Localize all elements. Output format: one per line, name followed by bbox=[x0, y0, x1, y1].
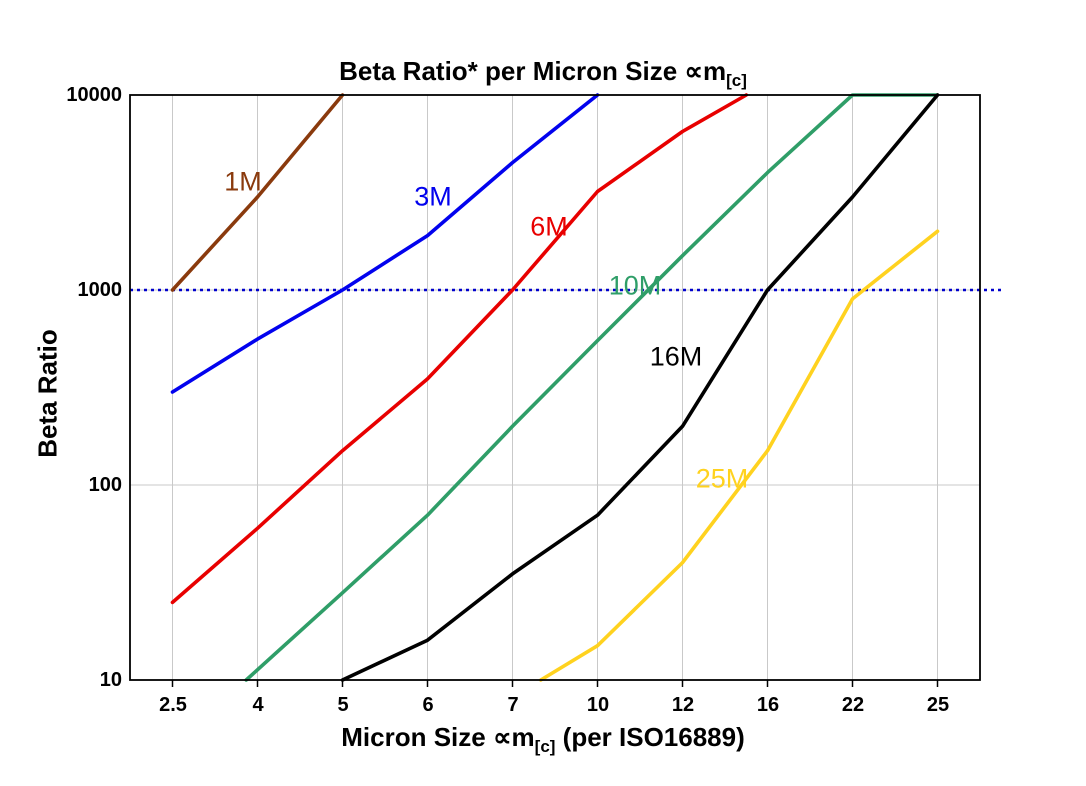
x-tick-label: 2.5 bbox=[159, 694, 187, 716]
x-tick-label: 22 bbox=[841, 694, 865, 716]
series-label-10m: 10M bbox=[608, 270, 662, 301]
y-tick-label: 1000 bbox=[77, 279, 123, 301]
x-axis-label-text: Micron Size bbox=[341, 722, 493, 752]
series-line-25M bbox=[538, 229, 940, 682]
x-tick-label: 25 bbox=[926, 694, 950, 716]
x-axis-label: Micron Size ∝m[c] (per ISO16889) bbox=[0, 722, 1086, 757]
micron-symbol: ∝m bbox=[684, 56, 727, 86]
series-label-1m: 1M bbox=[224, 166, 262, 197]
series-label-25m: 25M bbox=[695, 463, 749, 494]
series-label-3m: 3M bbox=[414, 181, 452, 212]
series-line-10M bbox=[244, 93, 940, 682]
y-tick-label: 100 bbox=[88, 474, 122, 496]
x-tick-label: 10 bbox=[586, 694, 610, 716]
x-tick-label: 4 bbox=[252, 694, 264, 716]
micron-symbol: ∝m bbox=[492, 722, 535, 752]
series-label-6m: 6M bbox=[530, 211, 568, 242]
series-line-16M bbox=[340, 93, 940, 682]
chart-title-subscript: [c] bbox=[726, 71, 747, 91]
x-tick-label: 7 bbox=[507, 694, 519, 716]
y-tick-label: 10000 bbox=[66, 84, 122, 106]
x-axis-label-suffix: (per ISO16889) bbox=[555, 722, 745, 752]
y-tick-label: 10 bbox=[99, 669, 122, 691]
chart-title-text: Beta Ratio* per Micron Size bbox=[339, 56, 685, 86]
y-axis-label: Beta Ratio bbox=[32, 329, 63, 458]
x-axis-label-subscript: [c] bbox=[534, 737, 556, 757]
series-line-1M bbox=[170, 93, 345, 292]
series-line-3M bbox=[170, 93, 600, 394]
x-tick-label: 6 bbox=[422, 694, 434, 716]
series-label-16m: 16M bbox=[649, 341, 703, 372]
x-tick-label: 5 bbox=[337, 694, 349, 716]
x-tick-label: 12 bbox=[671, 694, 695, 716]
x-tick-label: 16 bbox=[756, 694, 780, 716]
plot-border bbox=[129, 94, 981, 681]
series-line-6M bbox=[170, 93, 749, 605]
chart-title: Beta Ratio* per Micron Size ∝m[c] bbox=[0, 56, 1086, 91]
